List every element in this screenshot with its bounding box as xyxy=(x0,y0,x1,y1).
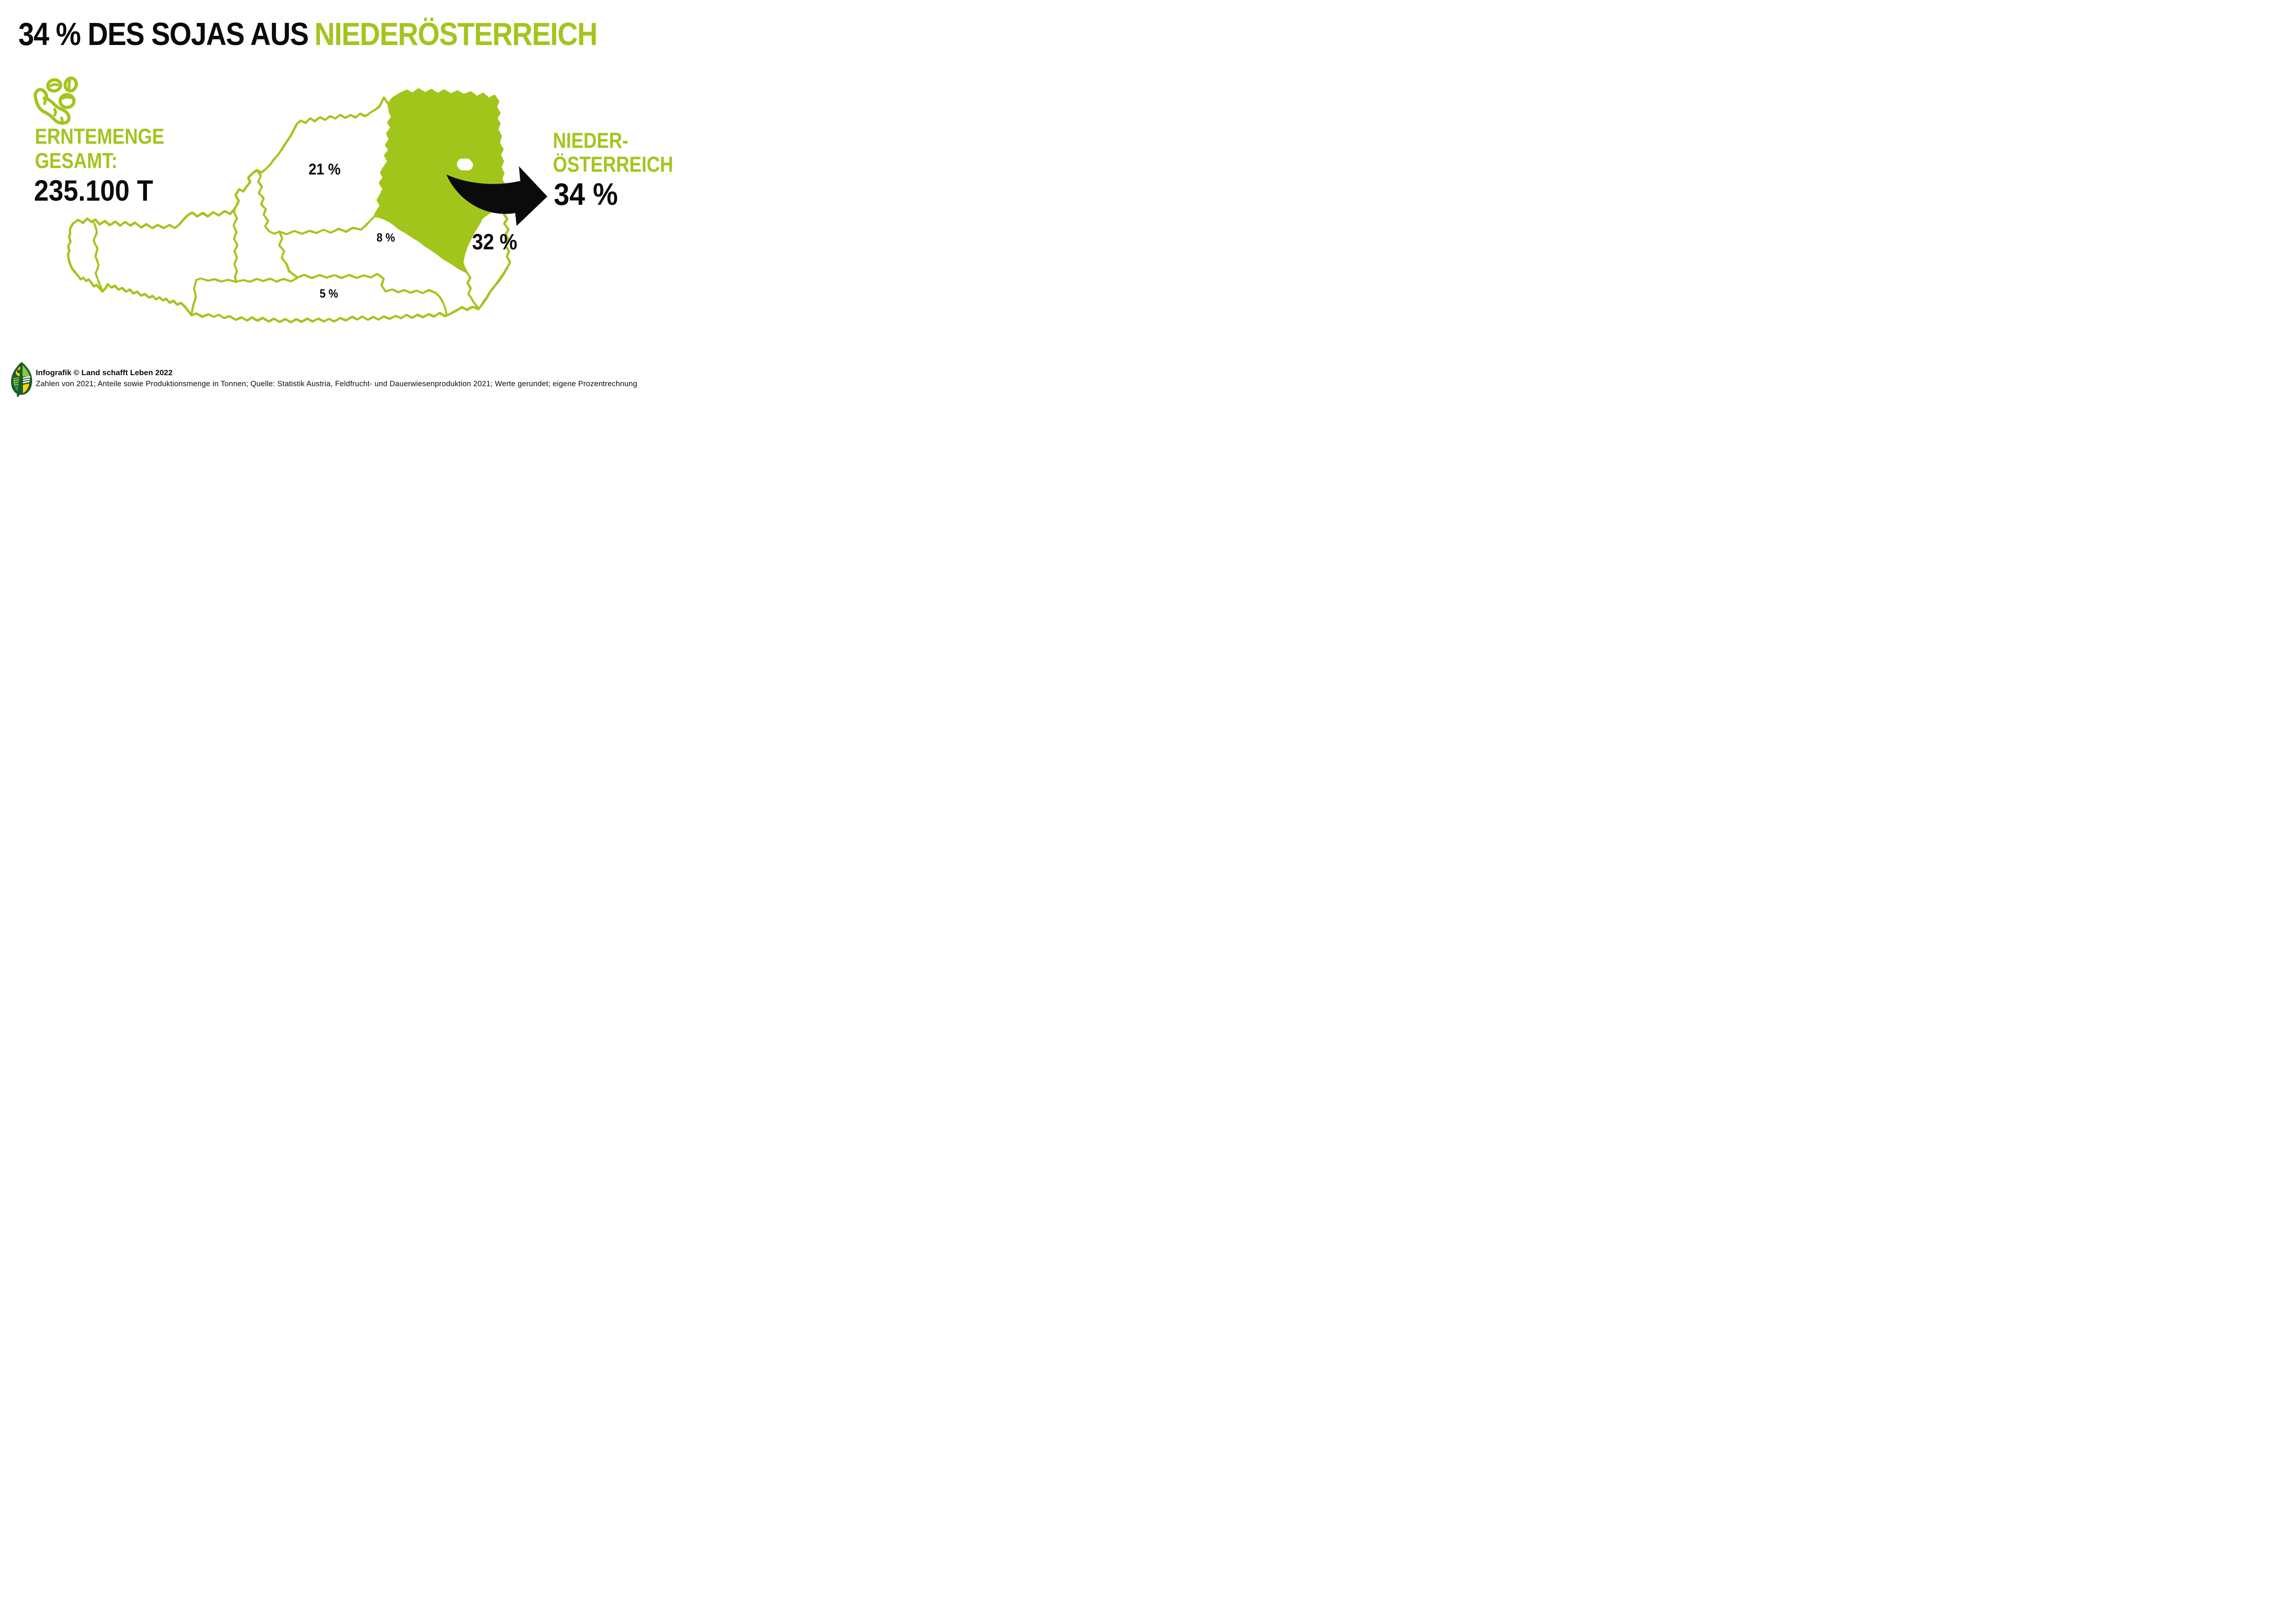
infographic-canvas: 34 % DES SOJAS AUS NIEDERÖSTERREICH ERNTE… xyxy=(0,0,705,397)
soybean-pod-icon xyxy=(34,76,78,125)
callout-region-name: NIEDER- ÖSTERREICH xyxy=(553,129,694,176)
border-salzburg-oberoesterreich xyxy=(255,169,281,235)
province-borders xyxy=(93,169,479,317)
border-oberoesterreich-steiermark xyxy=(278,215,376,236)
border-tirol-salzburg xyxy=(232,205,239,283)
curved-arrow-icon xyxy=(446,166,547,226)
border-steiermark-burgenland xyxy=(466,271,479,310)
callout-line1: NIEDER- xyxy=(553,128,629,152)
share-label-burgenland: 32 % xyxy=(472,230,518,254)
border-salzburg-kaernten xyxy=(234,276,299,283)
region-niederoesterreich xyxy=(373,89,507,274)
share-label-kaernten: 5 % xyxy=(320,287,338,300)
title-black: 34 % DES SOJAS AUS xyxy=(18,16,309,52)
austria-map xyxy=(67,89,547,323)
border-tirol-osttirol xyxy=(191,279,198,316)
callout-line2: ÖSTERREICH xyxy=(553,152,673,176)
border-salzburg-osttirol xyxy=(195,277,237,283)
border-vorarlberg-tirol xyxy=(93,222,104,293)
callout-share-value: 34 % xyxy=(554,177,618,212)
harvest-label-line2: GESAMT: xyxy=(35,148,118,173)
share-label-steiermark: 8 % xyxy=(377,231,395,244)
title-green: NIEDERÖSTERREICH xyxy=(314,16,598,52)
harvest-total-label: ERNTEMENGE GESAMT: xyxy=(35,124,187,173)
page-title: 34 % DES SOJAS AUS NIEDERÖSTERREICH xyxy=(18,16,676,52)
border-salzburg-steiermark xyxy=(278,231,299,279)
leaf-logo-icon xyxy=(11,362,32,397)
share-label-oberoesterreich: 21 % xyxy=(309,161,341,178)
harvest-label-line1: ERNTEMENGE xyxy=(35,124,164,148)
harvest-total-value: 235.100 T xyxy=(34,174,153,207)
footer-source: Zahlen von 2021; Anteile sowie Produktio… xyxy=(36,380,637,388)
footer-credit: Infografik © Land schafft Leben 2022 xyxy=(36,368,173,377)
border-steiermark-kaernten xyxy=(296,273,448,317)
